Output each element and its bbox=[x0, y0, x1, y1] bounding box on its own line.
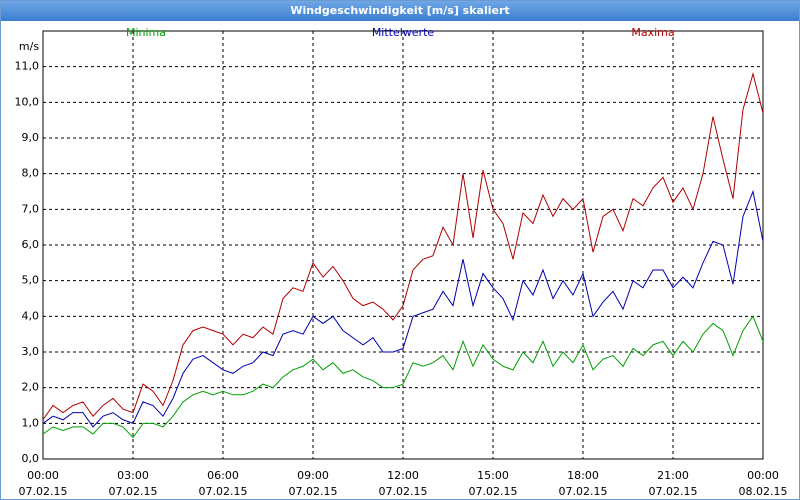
x-tick-date: 07.02.15 bbox=[559, 485, 608, 498]
x-tick-date: 07.02.15 bbox=[379, 485, 428, 498]
y-tick-label: 11,0 bbox=[15, 60, 40, 73]
x-tick-label: 06:00 bbox=[207, 469, 239, 482]
y-tick-label: 9,0 bbox=[22, 131, 40, 144]
x-tick-date: 07.02.15 bbox=[469, 485, 518, 498]
x-tick-label: 00:00 bbox=[27, 469, 59, 482]
x-tick-date: 08.02.15 bbox=[739, 485, 788, 498]
legend-entry: Maxima bbox=[631, 26, 674, 39]
y-tick-label: 5,0 bbox=[22, 274, 40, 287]
x-tick-date: 07.02.15 bbox=[109, 485, 158, 498]
x-tick-date: 07.02.15 bbox=[19, 485, 68, 498]
x-tick-date: 07.02.15 bbox=[649, 485, 698, 498]
x-tick-date: 07.02.15 bbox=[289, 485, 338, 498]
x-tick-label: 12:00 bbox=[387, 469, 419, 482]
y-tick-label: 0,0 bbox=[22, 452, 40, 465]
x-tick-label: 09:00 bbox=[297, 469, 329, 482]
series-line bbox=[42, 71, 764, 421]
x-tick-date: 07.02.15 bbox=[199, 485, 248, 498]
y-unit: m/s bbox=[19, 40, 39, 53]
y-tick-label: 10,0 bbox=[15, 95, 40, 108]
chart: m/s 0,0 1,0 2,0 3,0 4,0 5,0 6,0 7,0 8,0 9,0 10,0 11,… bbox=[15, 26, 788, 498]
series-line bbox=[42, 189, 764, 428]
x-tick-label: 18:00 bbox=[567, 469, 599, 482]
y-tick-label: 2,0 bbox=[22, 381, 40, 394]
y-tick-label: 4,0 bbox=[22, 309, 40, 322]
y-tick-label: 6,0 bbox=[22, 238, 40, 251]
x-tick-label: 15:00 bbox=[477, 469, 509, 482]
y-tick-label: 7,0 bbox=[22, 202, 40, 215]
x-tick-label: 21:00 bbox=[657, 469, 689, 482]
y-tick-label: 3,0 bbox=[22, 345, 40, 358]
y-tick-label: 1,0 bbox=[22, 416, 40, 429]
x-tick-label: 00:00 bbox=[747, 469, 779, 482]
y-tick-label: 8,0 bbox=[22, 167, 40, 180]
title-bar: Windgeschwindigkeit [m/s] skaliert bbox=[1, 1, 799, 21]
series-line bbox=[42, 315, 764, 439]
legend-entry: Minima bbox=[126, 26, 166, 39]
x-tick-label: 03:00 bbox=[117, 469, 149, 482]
legend-entry: Mittelwerte bbox=[372, 26, 435, 39]
